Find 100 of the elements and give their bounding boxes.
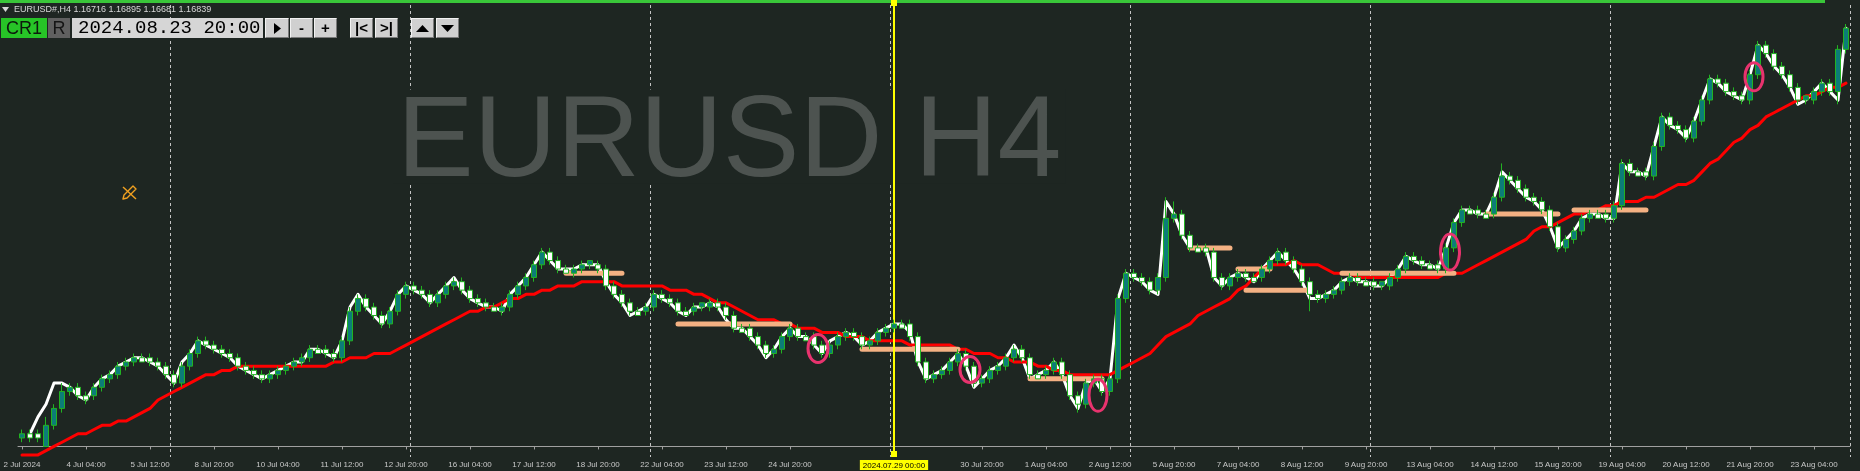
button[interactable]: +	[314, 18, 337, 38]
candlestick	[187, 348, 193, 371]
candlestick	[395, 289, 401, 316]
candlestick	[859, 331, 865, 350]
candlestick	[683, 306, 689, 316]
chart-title: EURUSD#,H4 1.16716 1.16895 1.16681 1.16839	[14, 4, 212, 15]
candlestick	[227, 348, 233, 363]
candlestick	[91, 382, 97, 401]
candlestick	[1371, 276, 1377, 291]
candlestick	[531, 260, 537, 283]
candlestick	[275, 365, 281, 380]
candlestick	[923, 357, 929, 384]
x-tick-label: 23 Jul 12:00	[704, 459, 749, 469]
candlestick	[1163, 196, 1169, 283]
candlestick	[739, 323, 745, 333]
candlestick	[1811, 86, 1817, 105]
candlestick	[1787, 69, 1793, 93]
x-tick-label: 20 Aug 12:00	[1662, 459, 1711, 469]
candlestick	[1819, 78, 1825, 97]
candlestick	[915, 331, 921, 367]
button[interactable]	[436, 18, 459, 38]
candlestick	[1411, 251, 1417, 266]
candlestick	[763, 340, 769, 359]
candlestick	[379, 310, 385, 329]
candlestick	[1539, 196, 1545, 215]
candlestick	[259, 369, 265, 384]
date-field[interactable]: 2024.08.23 20:00	[72, 18, 263, 38]
x-tick-label: 2 Aug 12:00	[1088, 459, 1132, 469]
candlestick	[1683, 124, 1689, 143]
candlestick	[1507, 171, 1513, 186]
x-tick-label: 11 Jul 12:00	[320, 459, 365, 469]
candlestick	[1555, 222, 1561, 253]
x-tick-label: 21 Aug 20:00	[1726, 459, 1775, 469]
candlestick	[435, 289, 441, 308]
candlestick	[675, 298, 681, 316]
x-tick-label: 8 Aug 12:00	[1280, 459, 1324, 469]
button[interactable]	[411, 18, 434, 38]
candlestick	[211, 340, 217, 354]
candlestick	[891, 319, 897, 333]
button[interactable]	[265, 18, 289, 38]
candlestick	[1571, 226, 1577, 245]
candlestick	[1691, 116, 1697, 143]
x-tick-label: 2 Jul 2024	[3, 459, 42, 469]
candlestick	[787, 323, 793, 342]
candlestick	[875, 327, 881, 346]
x-tick-label: 5 Aug 20:00	[1152, 459, 1196, 469]
candlestick	[1363, 276, 1369, 287]
candlestick	[1795, 82, 1801, 105]
candlestick	[467, 285, 473, 304]
candlestick	[1403, 251, 1409, 274]
button[interactable]: CR1	[1, 18, 47, 38]
candlestick	[507, 289, 513, 312]
candlestick	[387, 306, 393, 329]
candlestick	[1715, 74, 1721, 88]
button[interactable]: |<	[350, 18, 373, 38]
candlestick	[315, 344, 321, 354]
x-tick-label: 16 Jul 04:00	[448, 459, 493, 469]
candlestick	[403, 281, 409, 300]
candlestick	[603, 264, 609, 291]
candlestick	[1051, 357, 1057, 376]
candlestick	[691, 302, 697, 316]
candlestick	[555, 255, 561, 274]
candlestick	[19, 429, 25, 443]
candlestick	[1323, 289, 1329, 304]
candlestick	[1523, 184, 1529, 202]
candlestick	[1203, 243, 1209, 257]
candlestick	[1731, 86, 1737, 101]
candlestick	[1739, 91, 1745, 105]
candlestick	[843, 327, 849, 342]
candlestick	[251, 365, 257, 380]
candlestick	[267, 369, 273, 384]
candlestick	[699, 302, 705, 312]
x-tick-label: 18 Jul 20:00	[576, 459, 621, 469]
button[interactable]: >|	[375, 18, 398, 38]
button[interactable]: -	[290, 18, 313, 38]
x-tick-label: 7 Aug 04:00	[1216, 459, 1260, 469]
candlestick	[1003, 353, 1009, 371]
candlestick	[1459, 205, 1465, 228]
candlestick	[523, 272, 529, 291]
x-tick-label: 17 Jul 12:00	[512, 459, 557, 469]
candlestick	[563, 264, 569, 274]
candlestick	[1667, 112, 1673, 131]
candlestick	[123, 357, 129, 371]
candlestick	[1843, 23, 1849, 55]
candlestick	[339, 336, 345, 363]
candlestick	[1675, 120, 1681, 135]
candlestick	[955, 348, 961, 367]
candlestick	[1779, 61, 1785, 80]
candlestick	[1019, 344, 1025, 363]
candlestick	[1115, 293, 1121, 384]
candlestick	[571, 264, 577, 278]
candlestick	[1027, 353, 1033, 380]
candlestick	[1531, 192, 1537, 207]
candlestick	[1043, 365, 1049, 380]
candlestick	[459, 276, 465, 295]
candlestick	[1171, 200, 1177, 224]
candlestick	[1627, 158, 1633, 177]
candlestick	[1107, 374, 1113, 397]
candlestick	[987, 365, 993, 384]
candlestick	[1355, 272, 1361, 287]
